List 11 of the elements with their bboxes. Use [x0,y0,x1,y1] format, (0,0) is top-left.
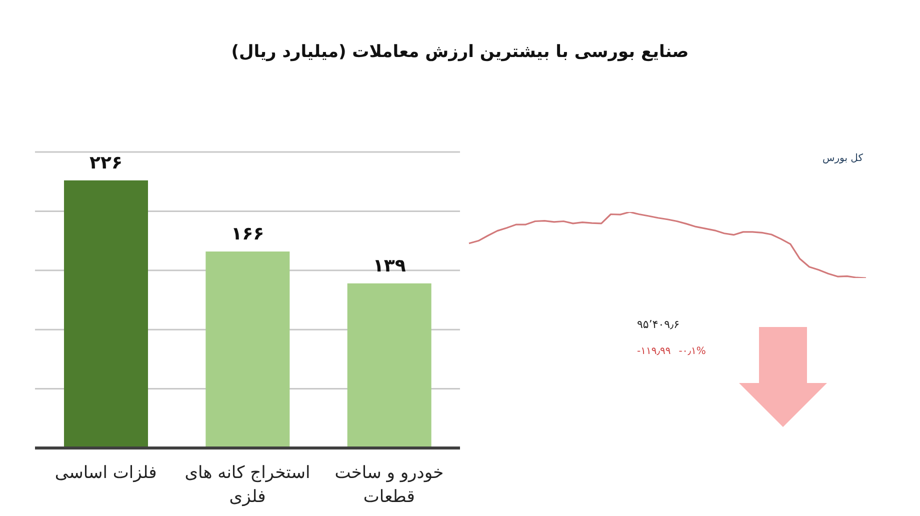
data-label: ۱۳۹ [372,255,406,276]
x-tick-label: استخراج کانه های فلزی [184,463,310,507]
data-label: ۱۶۶ [231,223,264,244]
text: ۹۵٬۴۰۹٫۶ [637,318,680,331]
x-tick-label: خودرو و ساخت قطعات [334,463,444,507]
x-tick-label: فلزات اساسی [54,463,157,483]
text: -۰٫۱% [678,346,706,357]
text: -۱۱۹٫۹۹ [637,346,671,357]
chart-title: کل بورس [822,153,863,164]
data-label: ۲۲۶ [90,152,122,174]
chart-title: صنایع بورسی با بیشترین ارزش معاملات (میلیارد ریال) [230,42,690,62]
